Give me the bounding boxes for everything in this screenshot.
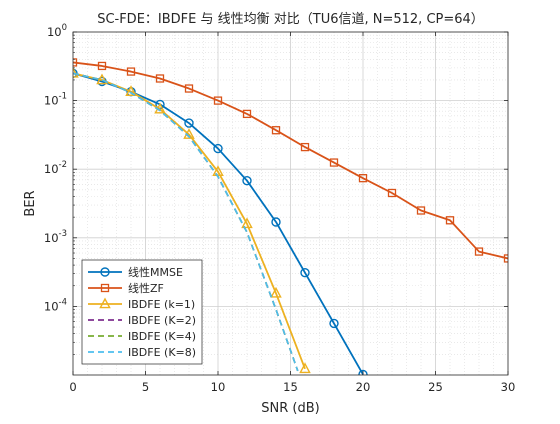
x-tick-label: 20 <box>356 380 371 394</box>
data-point <box>299 362 311 374</box>
y-tick-label: 10-4 <box>44 297 67 313</box>
data-point <box>416 206 426 215</box>
data-point <box>271 217 281 227</box>
legend-item: IBDFE (k=1) <box>88 297 195 311</box>
data-point <box>271 126 281 135</box>
x-tick-label: 30 <box>501 380 516 394</box>
data-point <box>184 118 194 128</box>
series-layer <box>73 58 508 375</box>
data-point <box>358 174 368 183</box>
series-2 <box>73 58 508 263</box>
legend-label: 线性ZF <box>128 281 164 295</box>
data-point <box>96 73 108 85</box>
x-axis-title: SNR (dB) <box>261 401 319 416</box>
series-6 <box>73 72 299 372</box>
data-point <box>242 175 252 186</box>
legend: 线性MMSE 线性ZF IBDFE (k=1) IBDFE (K=2) IBDFE (K… <box>81 259 203 365</box>
y-tick-label: 10-2 <box>44 160 67 176</box>
legend-item: IBDFE (K=4) <box>88 330 196 343</box>
y-axis-title: BER <box>23 190 38 216</box>
x-tick-label: 0 <box>69 380 76 394</box>
legend-marker <box>99 297 111 309</box>
y-tick-label: 10-3 <box>44 229 67 245</box>
legend-item: 线性ZF <box>88 281 164 295</box>
data-point <box>358 369 368 375</box>
data-point <box>474 247 484 256</box>
legend-label: 线性MMSE <box>128 265 183 279</box>
x-tick-label: 10 <box>211 380 226 394</box>
data-point <box>155 74 165 83</box>
data-point <box>387 188 397 198</box>
x-tick-label: 5 <box>142 380 149 394</box>
data-point <box>242 109 252 119</box>
y-tick-label: 10-1 <box>44 92 67 108</box>
data-point <box>213 96 223 105</box>
data-point <box>241 217 253 229</box>
data-point <box>503 254 508 263</box>
grid <box>73 32 508 375</box>
legend-item: IBDFE (K=8) <box>88 346 196 359</box>
data-point <box>73 66 79 78</box>
data-point <box>126 67 136 76</box>
legend-label: IBDFE (K=2) <box>128 314 196 327</box>
series-line <box>73 72 299 372</box>
series-line <box>73 61 508 260</box>
data-point <box>213 143 223 154</box>
data-point <box>445 216 455 225</box>
data-point <box>125 85 137 96</box>
data-point <box>300 142 310 152</box>
data-point <box>73 58 78 67</box>
legend-label: IBDFE (k=1) <box>128 298 195 311</box>
legend-item: 线性MMSE <box>88 265 183 279</box>
x-tick-label: 15 <box>283 380 298 394</box>
data-point <box>329 318 339 329</box>
data-point <box>329 158 339 167</box>
x-tick-label: 25 <box>428 380 443 394</box>
y-tick-label: 100 <box>47 23 67 39</box>
data-point <box>300 267 310 278</box>
legend-marker <box>100 283 110 293</box>
legend-box <box>81 259 203 365</box>
data-point <box>97 61 107 71</box>
ticks: 0 5 10 15 20 25 30 100 10-1 10-2 10-3 10-4 <box>44 23 515 394</box>
chart-title: SC-FDE：IBDFE 与 线性均衡 对比（TU6信道, N=512, CP=… <box>97 12 484 27</box>
legend-item: IBDFE (K=2) <box>88 314 196 327</box>
data-point <box>184 84 194 93</box>
data-point <box>270 286 282 298</box>
legend-label: IBDFE (K=8) <box>128 346 196 359</box>
legend-label: IBDFE (K=4) <box>128 330 196 343</box>
legend-marker <box>100 267 110 277</box>
